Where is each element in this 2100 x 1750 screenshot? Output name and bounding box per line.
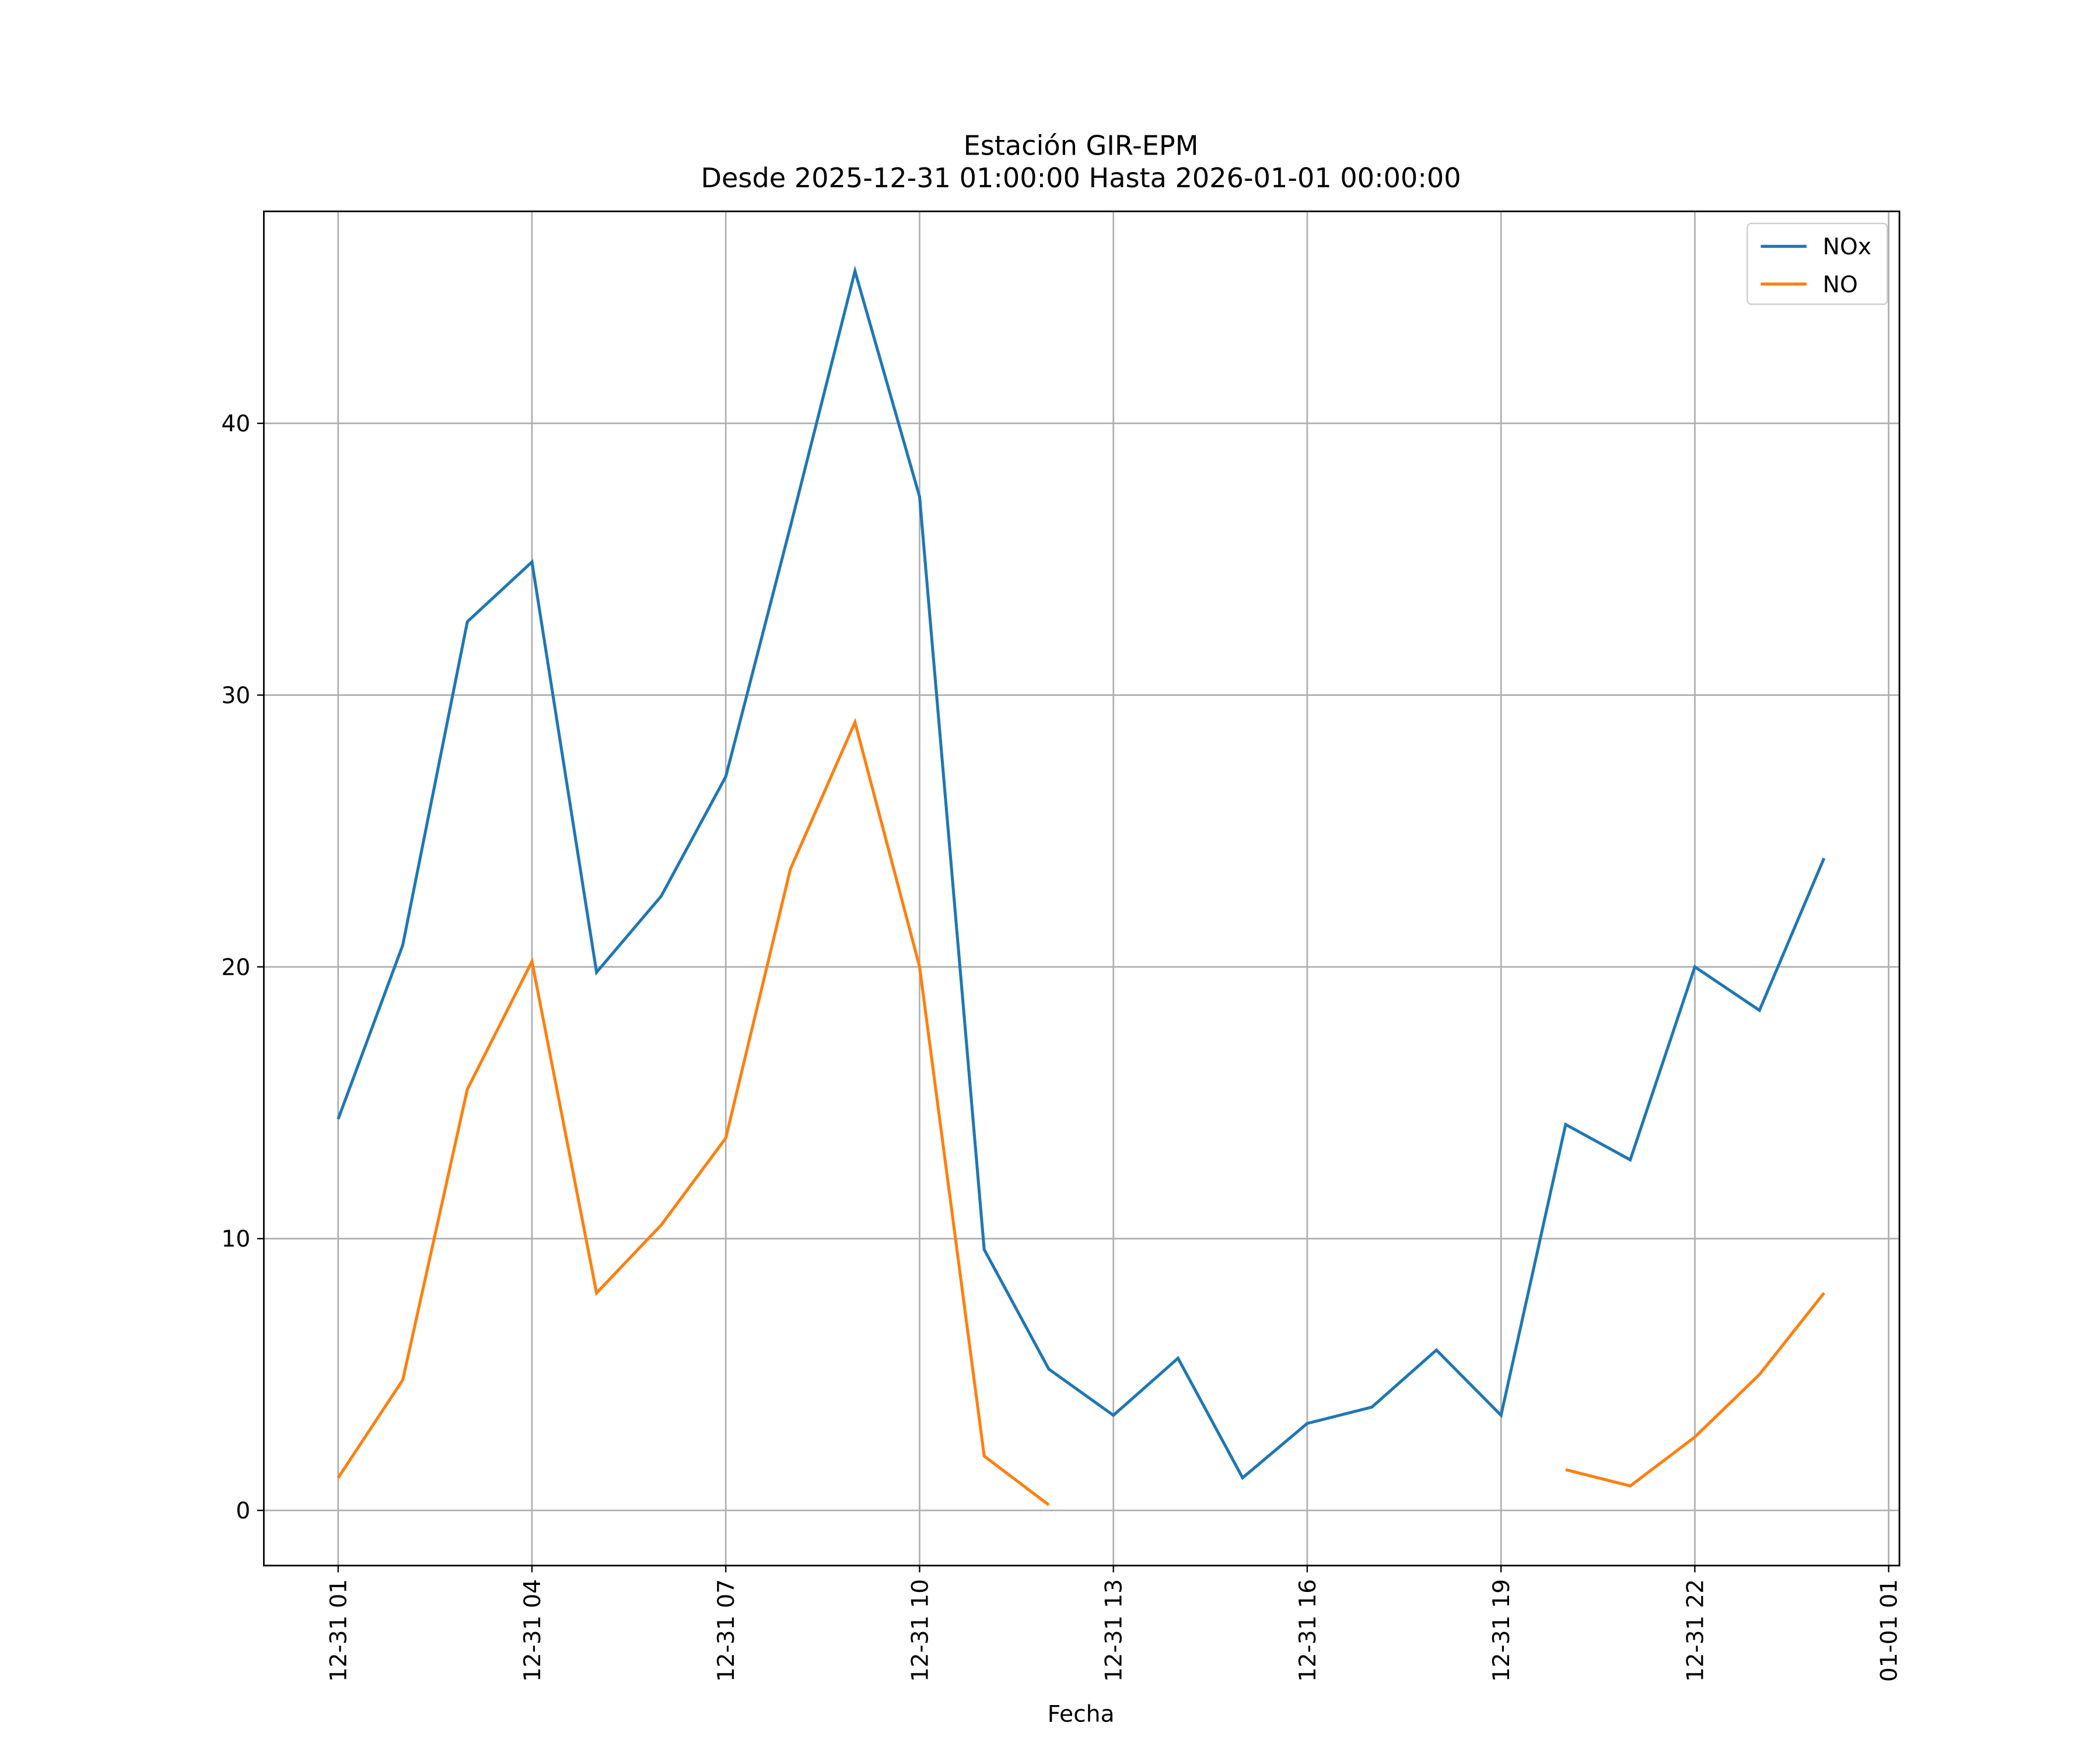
x-tick-label: 12-31 10: [907, 1579, 933, 1682]
chart-title: Estación GIR-EPM: [964, 130, 1199, 161]
data-line: [337, 718, 1825, 1506]
x-tick-label: 12-31 01: [326, 1579, 352, 1682]
y-tick-label: 40: [221, 411, 250, 438]
x-tick-label: 12-31 19: [1489, 1579, 1515, 1682]
x-tick-label: 12-31 22: [1682, 1579, 1709, 1682]
y-tick-label: 0: [236, 1498, 250, 1524]
chart-subtitle: Desde 2025-12-31 01:00:00 Hasta 2026-01-…: [701, 162, 1461, 194]
y-tick-label: 30: [221, 682, 250, 709]
x-tick-label: 12-31 04: [520, 1579, 546, 1682]
data-line: [337, 265, 1826, 1480]
legend-label: NOx: [1823, 234, 1871, 260]
plot-frame: [262, 210, 1901, 1567]
x-axis-label: Fecha: [1048, 1702, 1115, 1728]
x-tick-label: 01-01 01: [1877, 1579, 1903, 1682]
x-tick-label: 12-31 16: [1295, 1579, 1321, 1682]
y-tick-label: 20: [221, 954, 250, 981]
legend: NOx NO: [1746, 222, 1888, 305]
x-tick-label: 12-31 13: [1101, 1579, 1128, 1682]
legend-label: NO: [1823, 272, 1858, 298]
x-tick-label: 12-31 07: [713, 1579, 740, 1682]
y-tick-label: 10: [221, 1226, 250, 1252]
